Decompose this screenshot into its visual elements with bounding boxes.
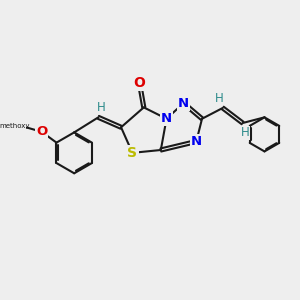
Text: O: O	[36, 125, 47, 138]
Text: N: N	[161, 112, 172, 125]
Text: O: O	[134, 76, 146, 90]
Text: S: S	[128, 146, 137, 160]
Text: H: H	[215, 92, 224, 104]
Text: H: H	[98, 101, 106, 114]
Text: H: H	[241, 127, 250, 140]
Text: N: N	[191, 135, 202, 148]
Text: N: N	[178, 97, 189, 110]
Text: methoxy: methoxy	[0, 123, 29, 129]
